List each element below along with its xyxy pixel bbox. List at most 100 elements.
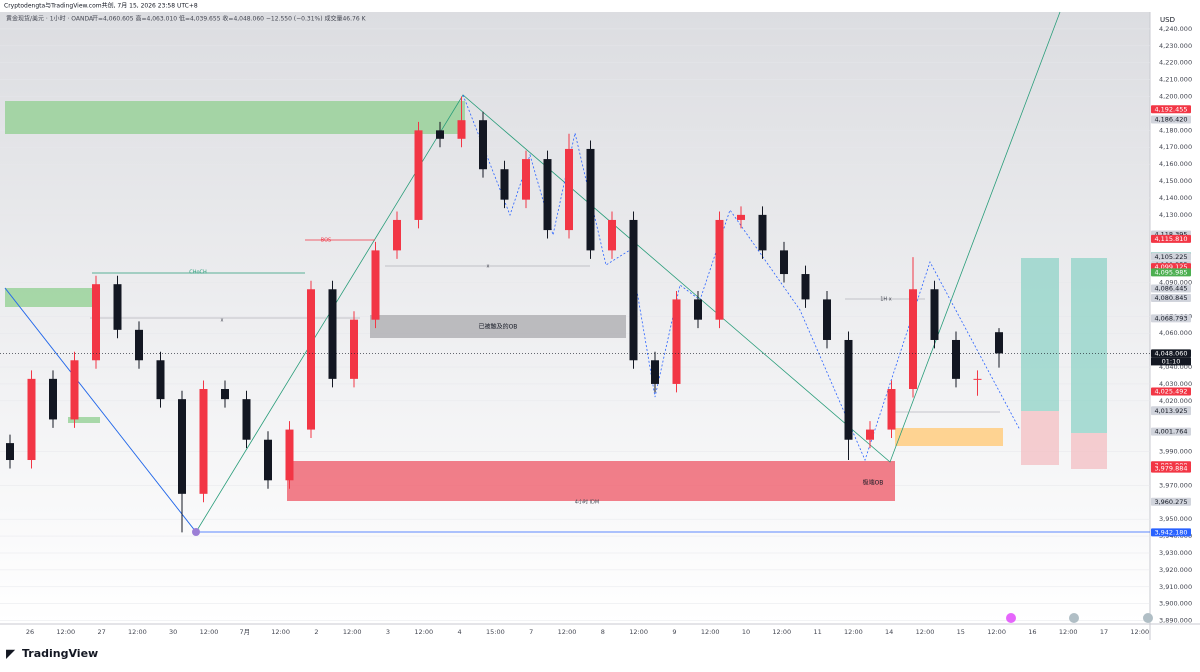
x-tick-label: 12:00 bbox=[987, 628, 1006, 636]
candle-body bbox=[887, 389, 896, 430]
order-zone bbox=[895, 428, 1003, 446]
long-position-stop bbox=[1021, 411, 1059, 465]
candle-body bbox=[500, 169, 509, 200]
price-tag-label: 4,095.985 bbox=[1154, 268, 1187, 276]
candle-body bbox=[199, 389, 208, 494]
candle-body bbox=[307, 289, 315, 430]
extreme-ob-zone bbox=[287, 461, 895, 501]
y-tick-label: 4,040.000 bbox=[1159, 363, 1192, 371]
price-tag-label: 4,013.925 bbox=[1154, 407, 1187, 415]
annotation: 1H x bbox=[880, 297, 892, 303]
price-tag-label: 4,086.445 bbox=[1154, 285, 1187, 293]
trend-line bbox=[4, 287, 197, 533]
footer bbox=[0, 640, 1200, 668]
price-tag bbox=[1151, 252, 1191, 261]
x-tick-label: 17 bbox=[1100, 628, 1108, 636]
price-tag-label: 4,118.395 bbox=[1154, 230, 1187, 238]
price-tag-label: 3,960.275 bbox=[1154, 498, 1187, 506]
price-tag bbox=[1151, 115, 1191, 124]
candle-body bbox=[70, 360, 79, 420]
candle-body bbox=[328, 289, 337, 379]
touched-ob-zone bbox=[370, 315, 626, 338]
candle-body bbox=[350, 319, 358, 379]
candle-body bbox=[823, 299, 831, 340]
price-tag-label: 4,025.492 bbox=[1154, 388, 1187, 396]
currency[interactable]: USD bbox=[1160, 16, 1175, 24]
x-tick-label: 15:00 bbox=[486, 628, 505, 636]
candle-body bbox=[737, 214, 745, 220]
candle-body bbox=[758, 214, 767, 251]
x-tick-label: 12:00 bbox=[1130, 628, 1149, 636]
y-tick-label: 3,890.000 bbox=[1159, 617, 1192, 625]
x-tick-label: 8 bbox=[601, 628, 605, 636]
x-tick-label: 27 bbox=[97, 628, 105, 636]
x-tick-label: 12:00 bbox=[1059, 628, 1078, 636]
price-tag-label: 4,099.125 bbox=[1154, 263, 1187, 271]
x-tick-label: 30 bbox=[169, 628, 177, 636]
x-tick-label: 12:00 bbox=[629, 628, 648, 636]
y-tick-label: 4,170.000 bbox=[1159, 143, 1192, 151]
x-tick-label: 2 bbox=[314, 628, 318, 636]
event-icon[interactable] bbox=[1143, 613, 1153, 623]
candle-body bbox=[651, 360, 659, 384]
x-tick-label: 14 bbox=[885, 628, 893, 636]
candle-body bbox=[414, 130, 423, 220]
candle-body bbox=[866, 429, 874, 440]
price-tag bbox=[1151, 528, 1191, 537]
candle-body bbox=[6, 443, 14, 461]
candle-body bbox=[264, 439, 272, 481]
x-tick-label: 12:00 bbox=[200, 628, 219, 636]
price-tag bbox=[1151, 464, 1191, 473]
annotation: 极端OB bbox=[863, 479, 884, 487]
event-icon[interactable] bbox=[1006, 613, 1016, 623]
candle-body bbox=[995, 332, 1003, 354]
candle-body bbox=[565, 148, 573, 231]
y-tick-label: 4,200.000 bbox=[1159, 93, 1192, 101]
x-tick-label: 12:00 bbox=[128, 628, 147, 636]
small-zone bbox=[68, 417, 100, 423]
candle-body bbox=[801, 274, 810, 300]
y-tick-label: 3,910.000 bbox=[1159, 583, 1192, 591]
y-tick-label: 3,950.000 bbox=[1159, 515, 1192, 523]
annotation: BOS bbox=[321, 238, 331, 244]
y-tick-label: 4,210.000 bbox=[1159, 76, 1192, 84]
zigzag-line bbox=[462, 94, 1021, 462]
brand[interactable]: TradingView bbox=[22, 647, 98, 660]
x-tick-label: 3 bbox=[386, 628, 390, 636]
demand-zone bbox=[5, 288, 93, 307]
long-position-target bbox=[1071, 258, 1107, 433]
x-tick-label: 12:00 bbox=[414, 628, 433, 636]
price-tag bbox=[1151, 387, 1191, 396]
annotation: CHoCH bbox=[189, 270, 207, 276]
candle-body bbox=[479, 120, 487, 170]
annotation: 已被触及的OB bbox=[479, 323, 518, 331]
price-tag-label: 4,001.764 bbox=[1154, 428, 1187, 436]
symbol: 黄金现货/美元 · 1小时 · OANDA bbox=[6, 15, 94, 23]
x-tick-label: 7 bbox=[529, 628, 533, 636]
x-tick-label: 12:00 bbox=[558, 628, 577, 636]
x-tick-label: 10 bbox=[742, 628, 750, 636]
y-tick-label: 4,230.000 bbox=[1159, 42, 1192, 50]
candle-body bbox=[909, 289, 917, 390]
y-tick-label: 4,140.000 bbox=[1159, 194, 1192, 202]
candle-body bbox=[178, 399, 186, 494]
logo-mark: ◤ bbox=[6, 647, 16, 661]
supply-zone bbox=[5, 101, 465, 134]
candle-body bbox=[715, 219, 724, 320]
y-tick-label: 4,030.000 bbox=[1159, 380, 1192, 388]
y-tick-label: 3,900.000 bbox=[1159, 600, 1192, 608]
candle-body bbox=[221, 389, 229, 400]
y-tick-label: 3,990.000 bbox=[1159, 448, 1192, 456]
price-tag bbox=[1151, 349, 1191, 358]
candle-body bbox=[952, 339, 960, 379]
price-tag bbox=[1151, 407, 1191, 416]
y-tick-label: 4,090.000 bbox=[1159, 278, 1192, 286]
price-tag-label: 3,979.884 bbox=[1154, 465, 1187, 473]
candle-body bbox=[930, 289, 939, 340]
event-icon[interactable] bbox=[1069, 613, 1079, 623]
candle-body bbox=[135, 329, 143, 361]
x-tick-label: 7月 bbox=[239, 628, 250, 636]
price-tag bbox=[1151, 293, 1191, 302]
y-tick-label: 4,150.000 bbox=[1159, 177, 1192, 185]
